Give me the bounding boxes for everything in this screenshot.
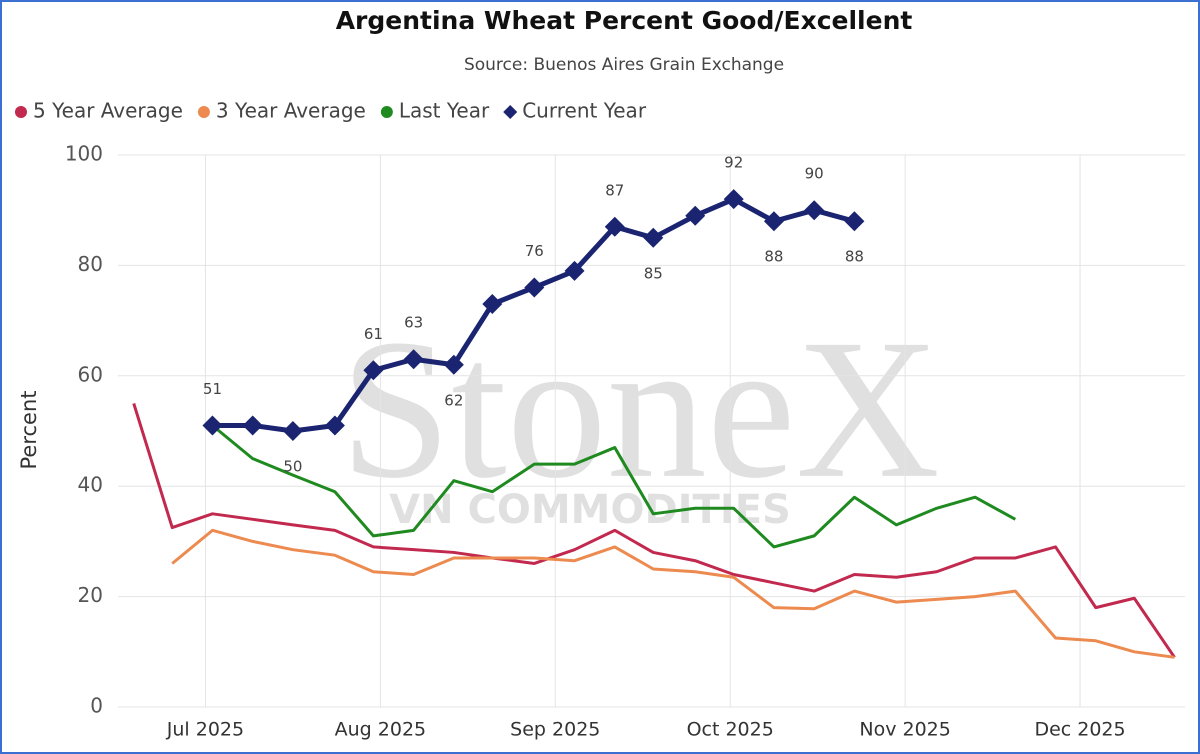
data-label: 63 (404, 314, 423, 332)
legend-marker (380, 106, 393, 118)
point-marker (482, 294, 503, 315)
point-marker (524, 277, 545, 298)
series-line (132, 402, 1176, 659)
data-label: 62 (444, 391, 463, 409)
data-label: 50 (283, 458, 302, 476)
legend-label: Last Year (399, 99, 490, 123)
series-line (211, 424, 1017, 549)
x-tick-label: Aug 2025 (335, 719, 427, 741)
legend-label: 3 Year Average (216, 99, 366, 123)
data-label: 87 (605, 181, 624, 199)
point-marker (363, 360, 384, 381)
point-marker (403, 349, 424, 370)
data-label: 88 (764, 248, 783, 266)
point-marker (324, 415, 345, 436)
point-marker (804, 200, 825, 221)
point-marker (564, 260, 585, 281)
data-label: 90 (805, 165, 824, 183)
point-marker (763, 211, 784, 232)
watermark: VN COMMODITIES (389, 487, 791, 533)
point-marker (242, 415, 263, 436)
chart-subtitle: Source: Buenos Aires Grain Exchange (464, 55, 784, 75)
chart-title: Argentina Wheat Percent Good/Excellent (336, 6, 913, 35)
data-label: 92 (724, 154, 743, 172)
y-axis-label: Percent (17, 390, 41, 469)
legend-marker (15, 106, 27, 118)
data-label: 76 (525, 242, 544, 260)
y-tick-label: 80 (78, 252, 103, 276)
x-tick-label: Nov 2025 (859, 719, 950, 741)
x-tick-label: Dec 2025 (1034, 719, 1125, 741)
y-tick-label: 60 (78, 362, 103, 386)
legend-label: Current Year (522, 99, 647, 123)
point-marker (723, 189, 744, 210)
data-label: 61 (364, 325, 383, 343)
y-tick-label: 100 (65, 142, 103, 166)
data-label: 51 (203, 380, 222, 398)
watermark: StoneX (340, 299, 940, 520)
x-tick-label: Sep 2025 (510, 719, 600, 741)
x-tick-label: Oct 2025 (687, 719, 774, 741)
legend-label: 5 Year Average (33, 99, 183, 123)
point-marker (202, 415, 223, 436)
point-marker (282, 421, 303, 441)
point-marker (643, 227, 664, 248)
data-label: 85 (644, 264, 663, 282)
data-label: 88 (845, 248, 864, 266)
y-tick-label: 20 (78, 583, 103, 607)
legend-marker (503, 105, 518, 119)
legend-marker (197, 106, 210, 118)
y-tick-label: 40 (78, 473, 103, 497)
point-marker (604, 216, 625, 237)
series-line (171, 528, 1175, 659)
point-marker (685, 205, 706, 226)
point-marker (844, 211, 865, 232)
x-tick-label: Jul 2025 (166, 719, 244, 741)
y-tick-label: 0 (90, 694, 103, 718)
point-marker (443, 354, 464, 375)
